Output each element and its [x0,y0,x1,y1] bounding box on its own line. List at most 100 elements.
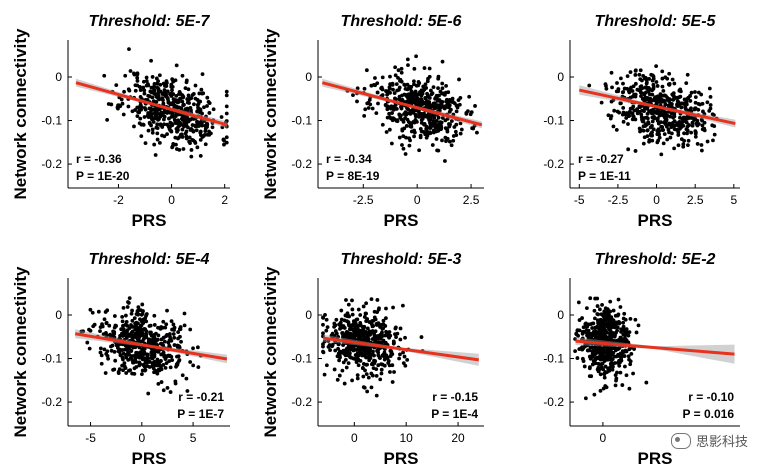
data-point [381,322,386,327]
data-point [168,390,173,394]
data-point [645,86,650,91]
data-point [182,118,187,123]
data-point [163,365,168,370]
data-point [365,326,370,331]
data-point [400,97,405,102]
data-point [167,332,172,336]
data-point [603,384,608,388]
x-tick-label: 5 [190,431,197,445]
data-point [87,346,92,351]
data-point [449,119,454,123]
data-point [171,102,175,107]
data-point [454,103,459,108]
data-point [418,127,423,131]
data-point [403,363,408,368]
data-point [602,375,607,380]
data-point [672,146,677,151]
data-point [421,84,426,89]
wechat-icon [670,432,691,449]
data-point [701,109,705,114]
data-point [593,336,598,341]
data-point [165,132,169,137]
data-point [626,333,631,338]
data-point [616,312,621,317]
data-point [662,99,667,104]
data-point [663,110,668,115]
data-point [138,317,142,322]
data-point [591,348,596,353]
data-point [172,335,177,340]
data-point [367,97,372,102]
data-point [447,124,452,129]
data-point [671,112,676,116]
data-point [391,339,396,344]
x-tick-label: 0 [600,431,607,445]
data-point [438,120,443,124]
data-point [588,345,593,350]
data-point [224,93,229,98]
data-point [667,103,672,108]
data-point [376,321,381,326]
data-point [598,307,602,312]
data-point [88,328,93,333]
data-point [345,314,350,319]
data-point [169,319,174,324]
data-point [156,381,161,386]
data-point [602,336,607,341]
data-point [660,113,665,118]
data-point [374,334,378,339]
data-point [373,359,378,363]
data-point [468,112,473,117]
data-point [586,335,591,340]
data-point [102,73,107,78]
data-point [130,318,135,323]
data-point [417,98,421,103]
scatter-panel-2: Threshold: 5E-6 0 -0.1 -0.2 -2.5 0 2.5 PRS Netwo… [261,13,484,230]
data-point [156,87,161,91]
data-point [379,367,384,372]
data-point [193,141,198,145]
data-point [367,320,372,324]
data-point [611,322,616,327]
data-point [354,322,358,327]
data-point [183,86,188,91]
data-point [126,358,131,362]
data-point [133,83,138,88]
data-point [623,336,627,340]
data-point [603,328,608,333]
data-point [171,332,176,336]
data-point [144,357,149,362]
data-point [588,331,593,336]
data-point [330,342,335,347]
data-point [180,113,185,118]
data-point [445,127,450,132]
data-point [337,373,342,378]
data-point [148,338,153,342]
data-point [362,86,367,91]
data-point [336,334,341,339]
data-point [449,107,453,112]
correlation-r: r = -0.21 [178,390,224,404]
x-axis-label: PRS [638,449,673,468]
data-point [621,324,626,329]
data-point [181,147,186,151]
data-point [160,112,165,117]
data-point [637,126,642,131]
data-point [224,119,229,123]
data-point [385,89,390,94]
data-point [179,339,183,344]
data-point [377,306,381,311]
data-point [627,386,632,391]
data-point [169,82,174,87]
data-point [152,313,157,318]
data-point [355,343,359,348]
data-point [398,77,403,82]
data-point [426,76,430,81]
data-point [384,316,388,321]
data-point [610,367,615,372]
x-axis-label: PRS [384,449,419,468]
data-point [414,93,419,98]
x-axis-label: PRS [132,449,167,468]
y-axis-label: Network connectivity [261,266,280,438]
data-point [219,115,224,119]
